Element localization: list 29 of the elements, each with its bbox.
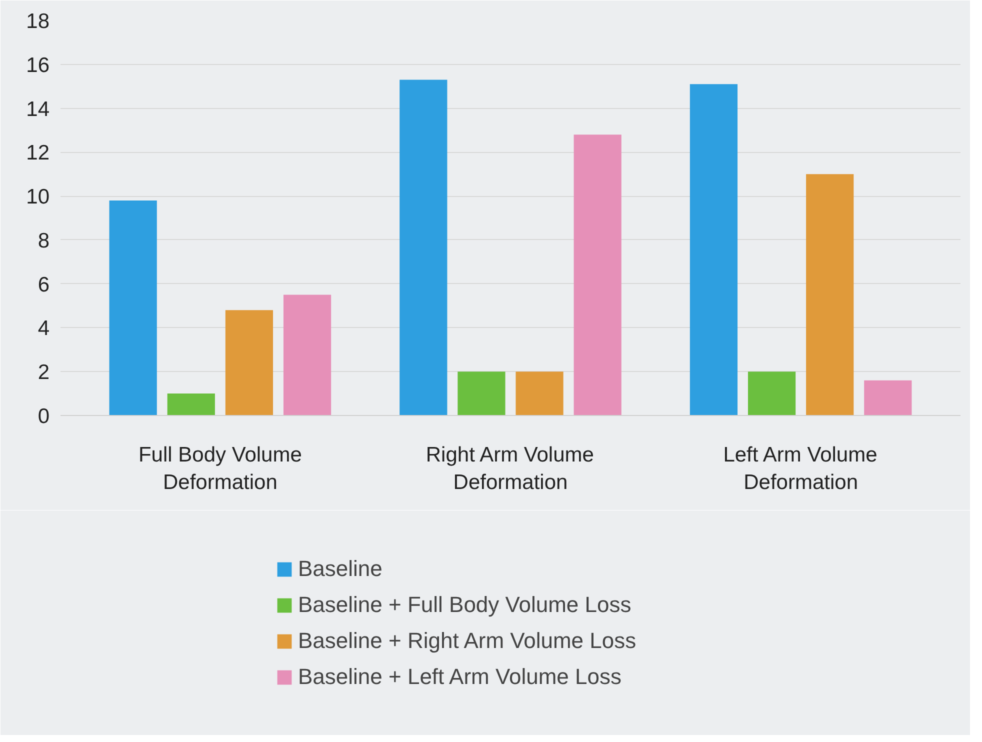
legend-label: Baseline + Left Arm Volume Loss [298, 664, 622, 690]
bar [516, 372, 564, 416]
y-tick-label: 2 [38, 361, 50, 384]
bar [748, 372, 796, 416]
legend-label: Baseline [298, 556, 382, 582]
legend-label: Baseline + Right Arm Volume Loss [298, 628, 636, 654]
bar [458, 372, 506, 416]
y-tick-label: 8 [38, 229, 50, 252]
bar [109, 200, 157, 416]
y-tick-label: 10 [26, 186, 50, 209]
y-tick-label: 4 [38, 317, 50, 340]
bar [400, 80, 448, 416]
y-tick-label: 18 [26, 10, 50, 33]
bar [574, 134, 622, 416]
legend-label: Baseline + Full Body Volume Loss [298, 592, 632, 618]
y-tick-label: 0 [38, 405, 50, 428]
y-tick-label: 16 [26, 54, 50, 77]
bar [864, 380, 912, 416]
bar [690, 84, 738, 416]
bar [167, 394, 215, 416]
x-tick-label: Full Body Volume Deformation [138, 444, 302, 494]
y-tick-label: 12 [26, 142, 50, 165]
x-tick-label: Right Arm Volume Deformation [426, 444, 594, 494]
bar [225, 310, 274, 416]
y-tick-label: 6 [38, 273, 50, 296]
bar [283, 294, 332, 416]
y-tick-label: 14 [26, 98, 50, 121]
bar [806, 174, 854, 416]
x-tick-label: Left Arm Volume Deformation [723, 444, 878, 494]
